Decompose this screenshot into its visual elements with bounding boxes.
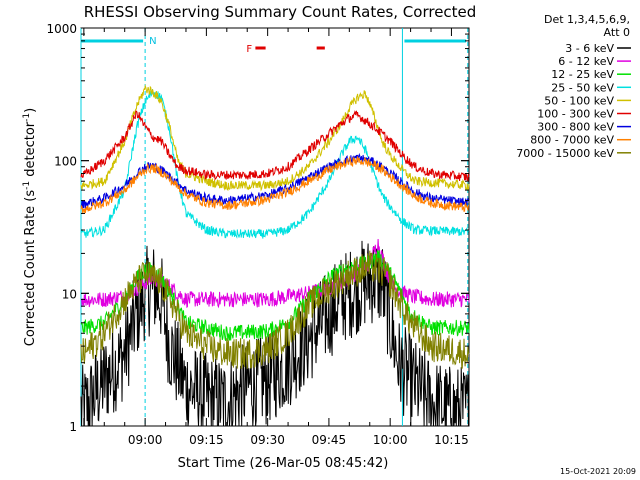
x-tick-label: 09:00 xyxy=(128,433,163,447)
y-tick-label: 1000 xyxy=(46,22,77,36)
legend-label: 300 - 800 keV xyxy=(537,121,614,134)
series-line-8 xyxy=(80,250,470,370)
x-tick-label: 10:15 xyxy=(434,433,469,447)
series-lines xyxy=(80,84,470,427)
series-line-3 xyxy=(80,88,470,239)
series-line-2 xyxy=(80,249,470,342)
x-axis-label: Start Time (26-Mar-05 08:45:42) xyxy=(178,456,389,471)
chart-title: RHESSI Observing Summary Count Rates, Co… xyxy=(84,3,477,21)
y-axis: 1 10 100 1000 xyxy=(46,22,469,434)
series-line-1 xyxy=(80,238,470,309)
legend-label: 50 - 100 keV xyxy=(544,94,614,107)
y-tick-label: 100 xyxy=(54,155,77,169)
legend-label: 12 - 25 keV xyxy=(551,68,614,81)
y-axis-label-exp2: -1 xyxy=(22,113,32,122)
legend-label: 3 - 6 keV xyxy=(565,42,614,55)
series-line-5 xyxy=(80,110,470,182)
x-axis: 09:00 09:15 09:30 09:45 10:00 10:15 xyxy=(83,28,469,447)
x-tick-label: 10:00 xyxy=(373,433,408,447)
footer-timestamp: 15-Oct-2021 20:09 xyxy=(560,467,636,476)
legend-label: 100 - 300 keV xyxy=(537,108,614,121)
x-tick-label: 09:30 xyxy=(250,433,285,447)
y-axis-label-end: ) xyxy=(23,108,38,113)
y-axis-label: Corrected Count Rate (s-1 detector-1) xyxy=(22,108,38,346)
legend-header-line1: Det 1,3,4,5,6,9, xyxy=(544,13,630,26)
legend-label: 25 - 50 keV xyxy=(551,81,614,94)
x-tick-label: 09:45 xyxy=(312,433,347,447)
y-axis-label-exp1: -1 xyxy=(22,181,32,190)
y-axis-label-main: Corrected Count Rate (s xyxy=(23,190,38,347)
legend-header-line2: Att 0 xyxy=(604,26,630,39)
series-line-7 xyxy=(80,155,470,214)
y-tick-label: 1 xyxy=(69,420,77,434)
legend-label: 7000 - 15000 keV xyxy=(516,147,614,160)
legend-label: 800 - 7000 keV xyxy=(530,134,614,147)
y-axis-label-mid: detector xyxy=(23,121,38,181)
legend-label: 6 - 12 keV xyxy=(558,55,614,68)
x-tick-label: 09:15 xyxy=(189,433,224,447)
y-tick-label: 10 xyxy=(62,287,77,301)
flare-flag-label: F xyxy=(246,44,252,55)
night-flag-label: N xyxy=(149,36,156,47)
series-line-4 xyxy=(80,84,470,192)
